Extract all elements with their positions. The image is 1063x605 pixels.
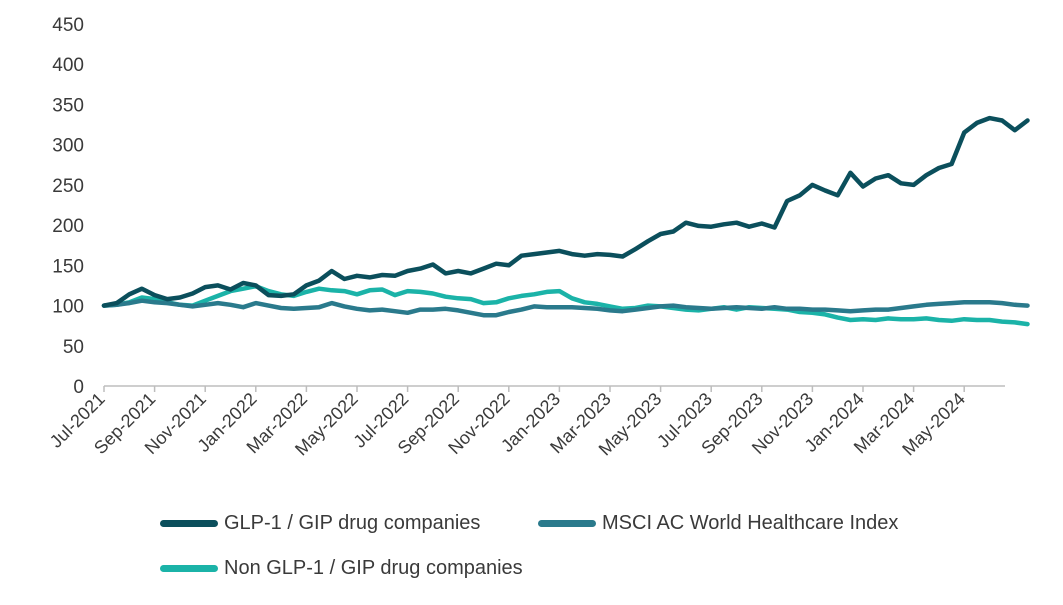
y-tick-label: 450 xyxy=(52,15,84,36)
legend-label-non-glp1: Non GLP-1 / GIP drug companies xyxy=(224,557,523,579)
legend-label-msci: MSCI AC World Healthcare Index xyxy=(602,512,899,534)
x-axis: Jul-2021Sep-2021Nov-2021Jan-2022Mar-2022… xyxy=(46,386,969,459)
legend-swatch-glp1 xyxy=(160,520,218,527)
line-chart: 0 50 100 150 200 250 300 350 400 450 Jul-2021Sep-… xyxy=(46,15,1030,459)
y-tick-label: 400 xyxy=(52,55,84,76)
series-line-0 xyxy=(101,115,1030,308)
series-line-1 xyxy=(101,298,1030,318)
y-tick-label: 200 xyxy=(52,216,84,237)
y-tick-label: 350 xyxy=(52,95,84,116)
series-lines xyxy=(101,115,1030,327)
legend-label-glp1: GLP-1 / GIP drug companies xyxy=(224,512,481,534)
legend-item-glp1: GLP-1 / GIP drug companies xyxy=(160,512,480,535)
y-tick-label: 300 xyxy=(52,136,84,157)
y-tick-label: 150 xyxy=(52,256,84,277)
y-tick-label: 0 xyxy=(73,377,84,398)
legend-swatch-msci xyxy=(538,520,596,527)
y-tick-label: 250 xyxy=(52,176,84,197)
legend-swatch-non-glp1 xyxy=(160,565,218,572)
y-tick-label: 100 xyxy=(52,297,84,318)
y-axis: 0 50 100 150 200 250 300 350 400 450 xyxy=(52,15,84,398)
legend-item-msci: MSCI AC World Healthcare Index xyxy=(538,512,898,535)
legend-item-non-glp1: Non GLP-1 / GIP drug companies xyxy=(160,557,523,580)
y-tick-label: 50 xyxy=(63,337,84,358)
